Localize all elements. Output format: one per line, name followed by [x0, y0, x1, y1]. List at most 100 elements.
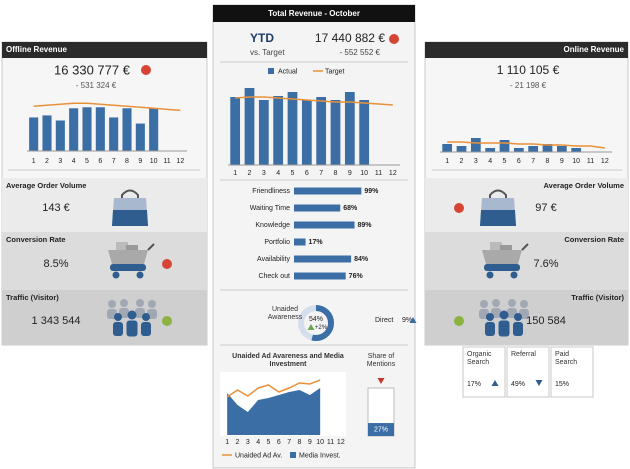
x-tick-label: 7 — [287, 439, 291, 446]
bar — [542, 144, 553, 152]
legend-swatch — [268, 68, 274, 74]
x-tick-label: 9 — [308, 439, 312, 446]
x-tick-label: 6 — [277, 439, 281, 446]
bar — [42, 115, 52, 151]
bar — [294, 204, 341, 212]
value-label: 84% — [354, 256, 369, 263]
x-tick-label: 12 — [176, 158, 184, 165]
bar — [571, 148, 582, 152]
total-title: Total Revenue - October — [268, 9, 360, 18]
x-tick-label: 2 — [248, 170, 252, 177]
direct-value: 9% — [402, 317, 412, 324]
trend-arrow — [377, 378, 385, 384]
bar — [294, 238, 306, 246]
x-tick-label: 7 — [531, 158, 535, 165]
x-tick-label: 4 — [488, 158, 492, 165]
x-tick-label: 2 — [460, 158, 464, 165]
bar — [294, 255, 352, 263]
kpi-section — [2, 178, 207, 232]
period-label: YTD — [250, 31, 274, 45]
bar — [528, 146, 539, 152]
channel-value: 15% — [555, 381, 569, 388]
online-value: 1 110 105 € — [497, 63, 560, 77]
x-tick-label: 12 — [601, 158, 609, 165]
total-delta: - 552 552 € — [340, 48, 381, 57]
kpi-label: Traffic (Visitor) — [571, 293, 624, 302]
target-line — [447, 141, 605, 149]
bar — [556, 146, 567, 152]
x-tick-label: 11 — [375, 170, 382, 177]
x-tick-label: 9 — [560, 158, 564, 165]
kpi-section — [2, 232, 207, 290]
online-title: Online Revenue — [564, 45, 625, 54]
x-tick-label: 12 — [337, 439, 345, 446]
x-tick-label: 7 — [112, 158, 116, 165]
value-label: 89% — [358, 222, 373, 229]
donut-value: 54% — [309, 316, 323, 323]
x-tick-label: 5 — [291, 170, 295, 177]
legend-label: Target — [325, 68, 345, 75]
donut-arc — [298, 305, 334, 341]
category-label: Knowledge — [255, 222, 290, 229]
x-tick-label: 12 — [389, 170, 397, 177]
x-tick-label: 3 — [262, 170, 266, 177]
x-tick-label: 5 — [267, 439, 271, 446]
online-header — [425, 42, 628, 58]
bar — [244, 88, 255, 165]
bar — [368, 423, 394, 436]
trend-arrow — [307, 324, 315, 330]
kpi-value: 150 584 — [526, 315, 566, 327]
channel-box — [462, 346, 506, 398]
channel-box — [550, 346, 594, 398]
x-tick-label: 10 — [150, 158, 158, 165]
area-title: Unaided Ad Avareness and Media Investmen… — [232, 353, 344, 368]
bar — [456, 146, 467, 152]
total-value: 17 440 882 € — [315, 31, 385, 45]
status-dot — [389, 34, 399, 44]
kpi-section — [2, 290, 207, 345]
bar — [301, 100, 312, 165]
bar — [135, 123, 145, 151]
value-label: 68% — [343, 205, 358, 212]
kpi-section — [425, 232, 628, 290]
target-line — [235, 96, 393, 106]
x-tick-label: 6 — [98, 158, 102, 165]
kpi-value: 143 € — [42, 202, 70, 214]
kpi-label: Conversion Rate — [564, 235, 624, 244]
total-header — [213, 5, 415, 22]
value-label: 17% — [309, 239, 324, 246]
status-dot — [141, 65, 151, 75]
x-tick-label: 4 — [276, 170, 280, 177]
value-label: 27% — [374, 426, 388, 433]
x-tick-label: 2 — [45, 158, 49, 165]
kpi-value: 8.5% — [43, 258, 68, 270]
status-dot — [454, 316, 464, 326]
legend-label: Media Invest. — [299, 452, 341, 459]
bar — [109, 117, 119, 151]
category-label: Portfolio — [264, 239, 290, 246]
x-tick-label: 9 — [138, 158, 142, 165]
x-tick-label: 10 — [360, 170, 368, 177]
x-tick-label: 11 — [163, 158, 170, 165]
x-tick-label: 6 — [517, 158, 521, 165]
bar — [29, 117, 39, 151]
bar — [122, 108, 132, 151]
channel-box — [506, 346, 550, 398]
x-tick-label: 1 — [445, 158, 449, 165]
bar — [485, 148, 496, 152]
x-tick-label: 6 — [305, 170, 309, 177]
x-tick-label: 4 — [72, 158, 76, 165]
x-tick-label: 8 — [334, 170, 338, 177]
x-tick-label: 1 — [233, 170, 237, 177]
x-tick-label: 3 — [58, 158, 62, 165]
status-dot — [162, 259, 172, 269]
status-dot — [162, 316, 172, 326]
legend-label: Actual — [278, 68, 298, 75]
bar — [442, 144, 453, 152]
category-label: Availability — [257, 256, 290, 263]
donut-annotation: +2% — [315, 325, 328, 331]
bar — [258, 100, 269, 165]
kpi-value: 1 343 544 — [32, 315, 81, 327]
